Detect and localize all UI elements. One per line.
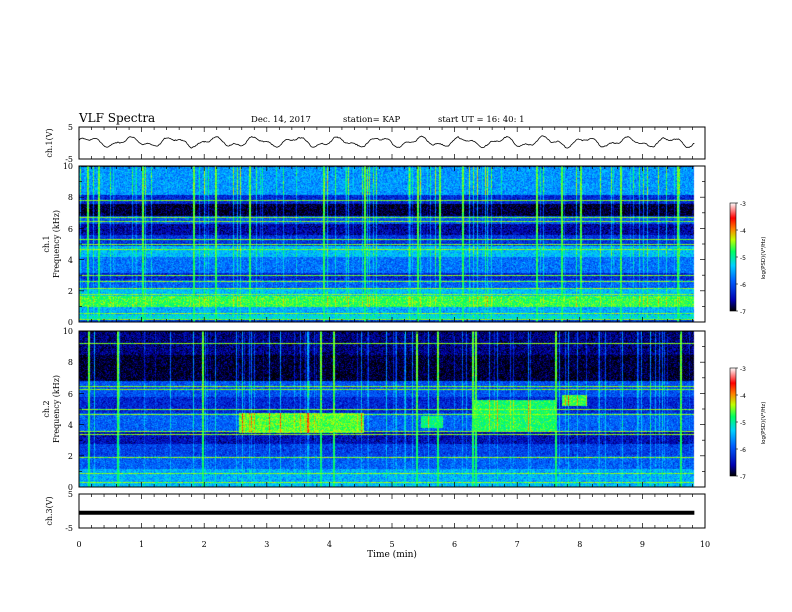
ch2-ytick-0: 0: [68, 483, 73, 492]
ch1-ytick-4: 4: [68, 256, 73, 265]
ch2-ytick-6: 6: [68, 390, 73, 399]
x-tick-label: 1: [139, 540, 144, 549]
ch3-ytick-bottom: -5: [65, 524, 73, 533]
ch1-ytick-2: 2: [68, 287, 73, 296]
ch3-ylabel: ch.3(V): [45, 496, 54, 525]
figure-title: VLF Spectra: [78, 111, 155, 125]
ch2-ytick-4: 4: [68, 421, 73, 430]
x-tick-label: 10: [700, 540, 710, 549]
ch2-ytick-2: 2: [68, 452, 73, 461]
x-tick-label: 9: [640, 540, 645, 549]
cb1-tick-4: -4: [740, 228, 746, 235]
ch1-ytick-top: 5: [68, 123, 73, 132]
start-time-label: start UT = 16: 40: 1: [438, 115, 525, 125]
station-label: station= KAP: [343, 115, 401, 125]
x-tick-labels: 0 1 2 3 4 5 6 7 8 9 10: [76, 540, 710, 549]
x-tick-label: 4: [327, 540, 332, 549]
x-tick-label: 0: [76, 540, 81, 549]
ch1-ytick-0: 0: [68, 318, 73, 327]
cb1-tick-3: -3: [740, 201, 746, 208]
ch1-ylabel: ch.1(V): [45, 128, 54, 157]
ch1-waveform-panel: 5 -5 ch.1(V): [45, 123, 706, 164]
ch2-ytick-10: 10: [63, 327, 73, 336]
ch1-ytick-bottom: -5: [65, 155, 73, 164]
ch1-spectrogram-panel: 0 2 4 6 8 10 ch.1 Frequency (kHz): [42, 162, 706, 327]
x-tick-label: 8: [577, 540, 582, 549]
ch1-spec-ylabel-freq: Frequency (kHz): [52, 210, 61, 278]
ch1-ytick-10: 10: [63, 162, 73, 171]
cb2-tick-3: -3: [740, 366, 746, 373]
x-tick-label: 7: [515, 540, 520, 549]
cb2-tick-4: -4: [740, 393, 746, 400]
ch3-ytick-top: 5: [68, 490, 73, 499]
ch1-ytick-8: 8: [68, 193, 73, 202]
ch1-spectrogram-canvas: [79, 166, 705, 322]
ch2-colorbar: -3 -4 -5 -6 -7 log(PSD)(V²/Hz): [729, 366, 767, 481]
x-tick-label: 2: [202, 540, 207, 549]
ch3-waveform-panel: 5 -5 ch.3(V): [45, 490, 706, 533]
ch1-waveform-line: [78, 135, 695, 149]
cb2-tick-5: -5: [740, 420, 746, 427]
ch1-spec-ylabel-channel: ch.1: [42, 235, 51, 252]
cb1-tick-5: -5: [740, 255, 746, 262]
cb2-tick-7: -7: [740, 474, 746, 481]
ch2-spectrogram-panel: 0 2 4 6 8 10 ch.2 Frequency (kHz): [42, 327, 706, 492]
cb2-label: log(PSD)(V²/Hz): [760, 402, 767, 445]
x-tick-label: 3: [264, 540, 269, 549]
date-label: Dec. 14, 2017: [251, 115, 311, 125]
x-tick-label: 5: [389, 540, 394, 549]
cb1-tick-7: -7: [740, 309, 746, 316]
ch2-spec-ylabel-channel: ch.2: [42, 400, 51, 417]
ch2-ytick-8: 8: [68, 358, 73, 367]
x-tick-label: 6: [452, 540, 457, 549]
ch1-ytick-6: 6: [68, 225, 73, 234]
x-axis-label: Time (min): [367, 549, 417, 560]
ch1-colorbar: -3 -4 -5 -6 -7 log(PSD)(V²/Hz): [729, 201, 767, 316]
cb1-tick-6: -6: [740, 282, 746, 289]
ch2-spec-ylabel-freq: Frequency (kHz): [52, 375, 61, 443]
ch2-spectrogram-canvas: [79, 331, 705, 487]
cb2-tick-6: -6: [740, 447, 746, 454]
cb1-label: log(PSD)(V²/Hz): [760, 237, 767, 280]
